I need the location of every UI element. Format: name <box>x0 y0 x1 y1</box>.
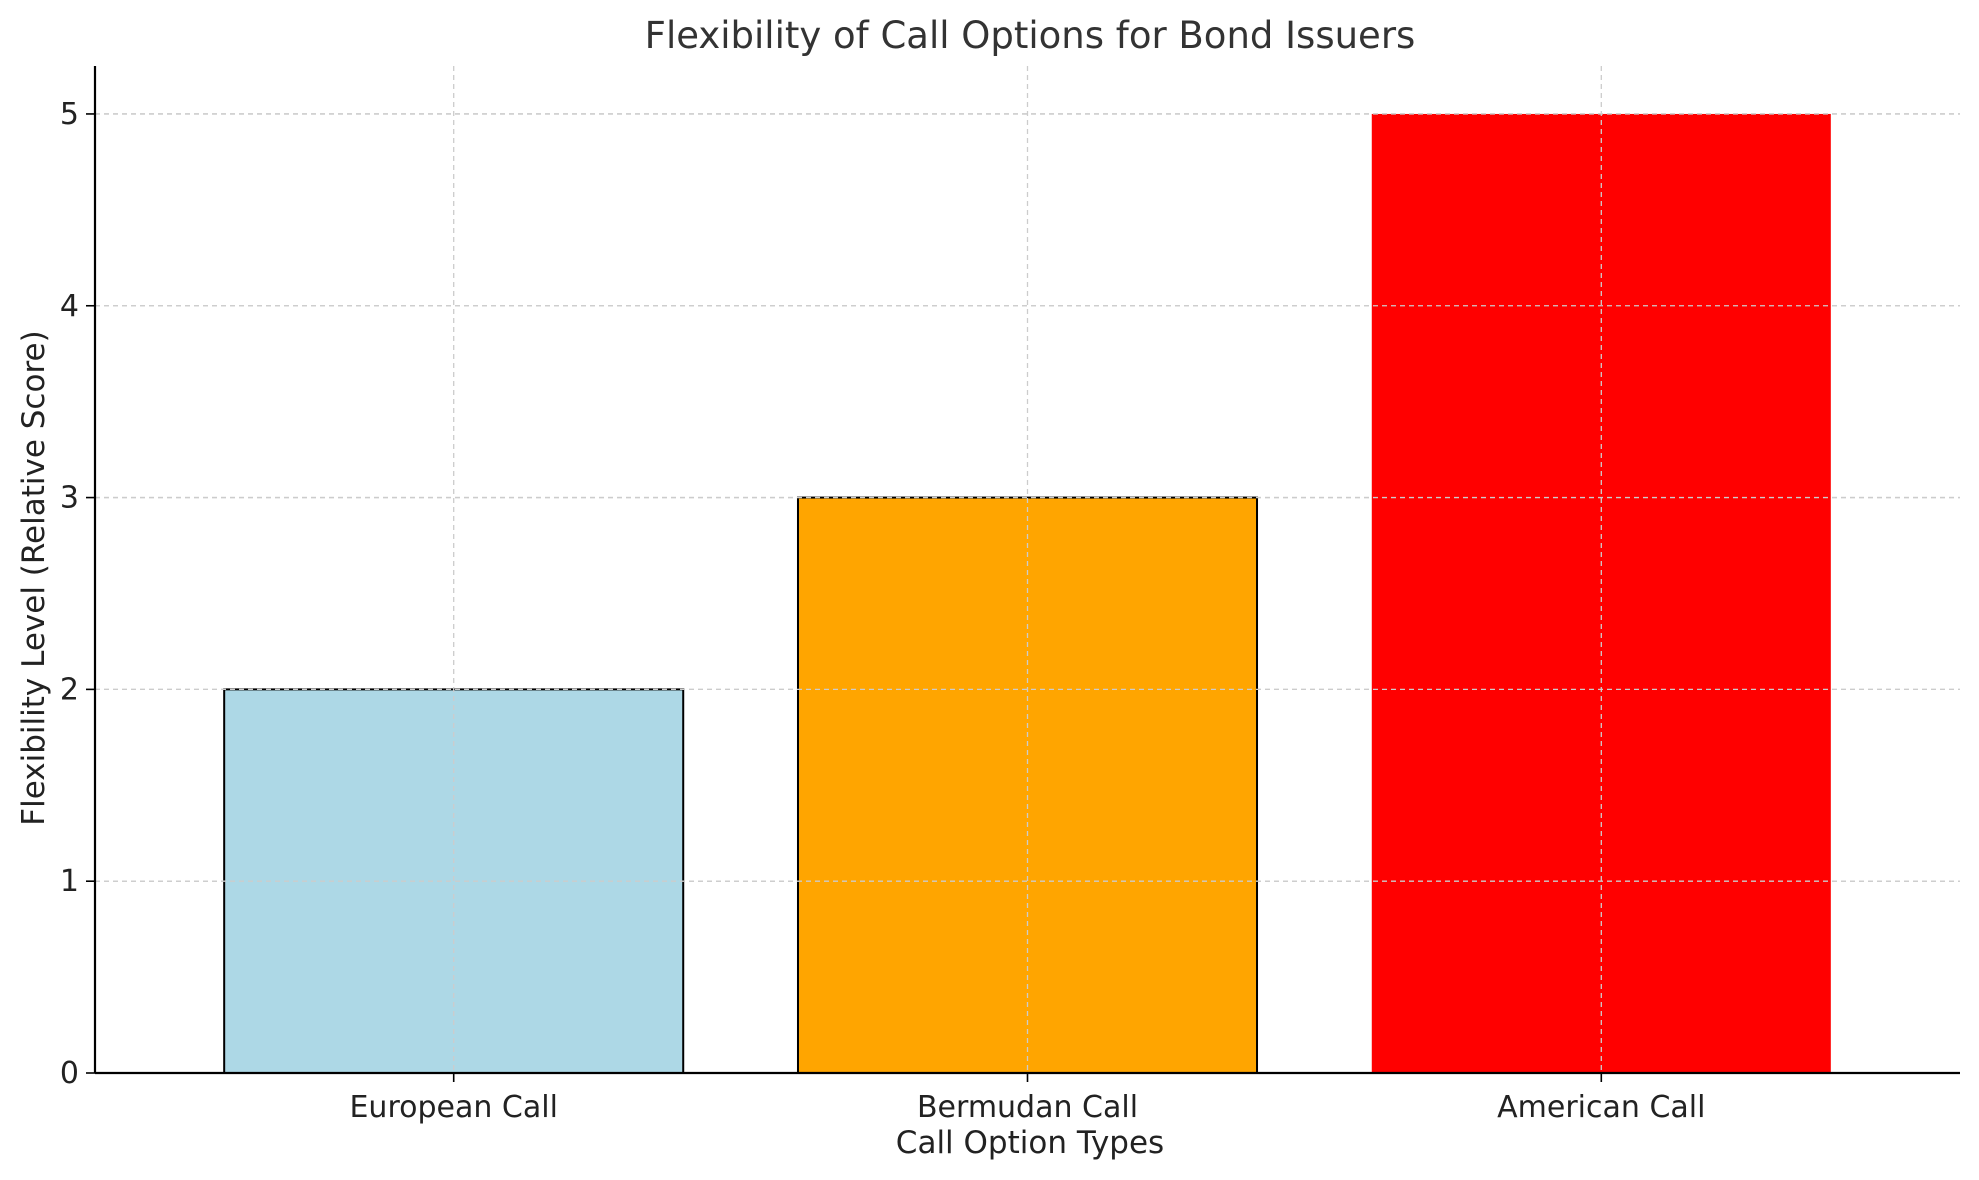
x-axis-title: Call Option Types <box>896 1125 1164 1161</box>
x-tick-label: American Call <box>1497 1090 1705 1125</box>
bars <box>223 113 1831 1075</box>
chart-title: Flexibility of Call Options for Bond Iss… <box>645 14 1416 57</box>
x-tick-label: European Call <box>349 1090 557 1125</box>
grid-overlay <box>95 66 1960 1073</box>
y-tick-label: 4 <box>60 289 79 324</box>
y-axis-title: Flexibility Level (Relative Score) <box>16 330 52 825</box>
y-tick-label: 2 <box>60 672 79 707</box>
y-tick-label: 3 <box>60 481 79 516</box>
x-tick-label: Bermudan Call <box>917 1090 1138 1125</box>
y-tick-label: 5 <box>60 97 79 132</box>
ticks: 0 1 2 3 4 5 European Call Bermudan Call American… <box>60 97 1706 1125</box>
y-tick-label: 0 <box>60 1056 79 1091</box>
y-tick-label: 1 <box>60 864 79 899</box>
